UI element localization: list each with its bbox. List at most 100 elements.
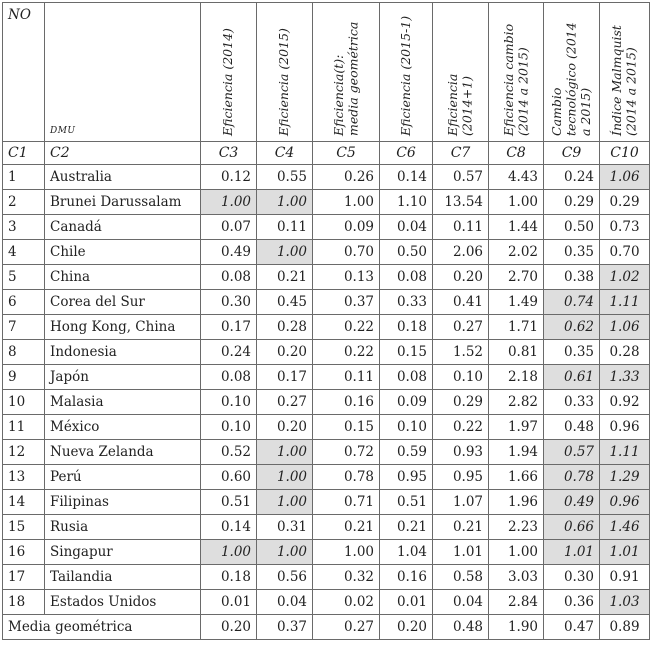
header-col-c4: Eficiencia (2015) [256,2,313,142]
table-cell: 0.10 [432,364,489,390]
table-row: 2 Brunei Darussalam 1.00 1.00 1.00 1.10 13.54 1… [2,189,650,215]
header-col-c8: Eficiencia cambio (2014 a 2015) [488,2,544,142]
table-cell: 1.00 [256,489,313,515]
table-cell: 0.08 [200,264,257,290]
row-number: 13 [2,464,45,490]
column-code: C6 [379,141,433,165]
header-col-c3: Eficiencia (2014) [200,2,257,142]
table-cell: 0.95 [432,464,489,490]
row-number: 10 [2,389,45,415]
table-cell: 0.30 [200,289,257,315]
table-cell: 0.41 [432,289,489,315]
table-cell: 0.29 [543,189,600,215]
table-cell: 1.33 [599,364,650,390]
column-code: C5 [312,141,380,165]
row-number: 11 [2,414,45,440]
table-cell: 0.92 [599,389,650,415]
row-number: 16 [2,539,45,565]
table-cell: 0.93 [432,439,489,465]
table-cell: 0.16 [379,564,433,590]
table-cell: 0.08 [200,364,257,390]
table-cell: 1.52 [432,339,489,365]
row-number: 17 [2,564,45,590]
table-cell: 3.03 [488,564,544,590]
table-cell: 1.00 [312,539,380,565]
row-number: 3 [2,214,45,240]
table-cell: 0.14 [379,164,433,190]
header-col-c6: Eficiencia (2015-1) [379,2,433,142]
table-cell: 0.22 [432,414,489,440]
table-cell: 0.10 [200,389,257,415]
table-cell: 1.01 [543,539,600,565]
table-cell: 1.46 [599,514,650,540]
table-cell: 0.21 [432,514,489,540]
table-cell: 1.00 [312,189,380,215]
table-cell: 0.15 [312,414,380,440]
table-cell: 0.20 [256,339,313,365]
column-code: C2 [44,141,201,165]
table-cell: 0.32 [312,564,380,590]
footer-cell: 1.90 [488,614,544,640]
table-cell: 0.11 [312,364,380,390]
table-cell: 1.07 [432,489,489,515]
table-cell: 0.09 [312,214,380,240]
table-cell: 0.01 [200,589,257,615]
table-cell: 0.52 [200,439,257,465]
row-dmu: Malasia [44,389,201,415]
table-cell: 0.30 [543,564,600,590]
row-dmu: Tailandia [44,564,201,590]
table-cell: 0.49 [543,489,600,515]
table-cell: 1.11 [599,289,650,315]
header-col-c9: Cambio tecnológico (2014 a 2015) [543,2,600,142]
table-row: 10 Malasia 0.10 0.27 0.16 0.09 0.29 2.82 0.33 0.9… [2,389,650,415]
row-number: 8 [2,339,45,365]
row-dmu: Hong Kong, China [44,314,201,340]
table-cell: 0.73 [599,214,650,240]
table-cell: 0.70 [312,239,380,265]
row-dmu: Canadá [44,214,201,240]
row-number: 15 [2,514,45,540]
header-col-label: Cambio tecnológico (2014 a 2015) [548,22,593,136]
header-no: NO [2,2,45,142]
table-cell: 1.00 [200,539,257,565]
footer-cell: 0.20 [379,614,433,640]
header-dmu: DMU [44,2,201,142]
table-cell: 0.57 [543,439,600,465]
table-cell: 1.02 [599,264,650,290]
table-cell: 1.00 [256,439,313,465]
table-cell: 0.13 [312,264,380,290]
table-cell: 0.35 [543,239,600,265]
table-row: 6 Corea del Sur 0.30 0.45 0.37 0.33 0.41 1.49 0.… [2,289,650,315]
table-cell: 0.01 [379,589,433,615]
column-code: C9 [543,141,600,165]
row-dmu: Nueva Zelanda [44,439,201,465]
table-cell: 0.71 [312,489,380,515]
row-number: 7 [2,314,45,340]
table-cell: 0.29 [599,189,650,215]
table-cell: 1.96 [488,489,544,515]
column-code: C1 [2,141,45,165]
table-cell: 0.21 [312,514,380,540]
table-cell: 0.95 [379,464,433,490]
row-dmu: México [44,414,201,440]
table-cell: 0.51 [379,489,433,515]
table-cell: 4.43 [488,164,544,190]
row-dmu: Japón [44,364,201,390]
table-cell: 1.01 [599,539,650,565]
header-col-c10: Índice Malmquist (2014 a 2015) [599,2,650,142]
table-cell: 1.06 [599,164,650,190]
table-cell: 0.16 [312,389,380,415]
table-row: 12 Nueva Zelanda 0.52 1.00 0.72 0.59 0.93 1.94 0… [2,439,650,465]
table-cell: 1.10 [379,189,433,215]
table-cell: 0.28 [256,314,313,340]
table-cell: 1.00 [488,539,544,565]
table-cell: 0.11 [432,214,489,240]
row-dmu: China [44,264,201,290]
table-cell: 0.49 [200,239,257,265]
table-cell: 0.62 [543,314,600,340]
table-row: 11 México 0.10 0.20 0.15 0.10 0.22 1.97 0.48 0.96 [2,414,650,440]
table-row: 16 Singapur 1.00 1.00 1.00 1.04 1.01 1.00 1.01 1.… [2,539,650,565]
table-cell: 0.28 [599,339,650,365]
row-number: 14 [2,489,45,515]
